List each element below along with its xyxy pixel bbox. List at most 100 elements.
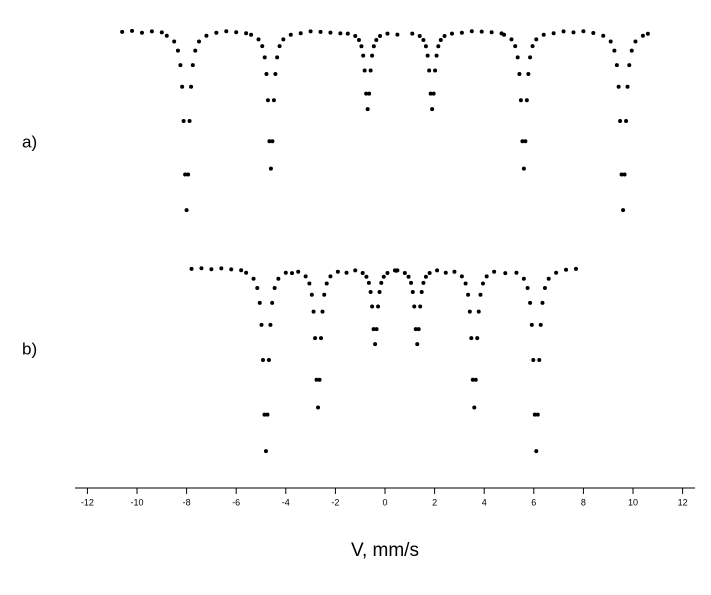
data-point: [571, 30, 576, 35]
data-point: [309, 292, 314, 297]
data-point: [193, 48, 198, 53]
data-point: [406, 274, 411, 279]
data-point: [413, 327, 418, 332]
data-point: [616, 84, 621, 89]
data-point: [381, 274, 386, 279]
data-point: [266, 357, 271, 362]
data-point: [503, 271, 508, 276]
data-point: [492, 269, 497, 274]
data-point: [370, 53, 375, 58]
data-point: [239, 268, 244, 273]
data-point: [368, 290, 373, 295]
data-point: [298, 31, 303, 36]
data-point: [345, 31, 350, 36]
data-point: [479, 29, 484, 34]
data-point: [181, 119, 186, 123]
data-point: [435, 268, 440, 273]
data-point: [290, 271, 294, 276]
data-point: [521, 276, 526, 281]
data-point: [374, 327, 379, 332]
data-point: [480, 281, 485, 286]
data-point: [308, 29, 313, 34]
data-point: [183, 172, 188, 177]
data-point: [410, 31, 415, 36]
data-point: [296, 269, 301, 274]
data-point: [377, 290, 382, 295]
data-point: [178, 63, 183, 68]
data-point: [175, 48, 180, 53]
data-point: [260, 357, 265, 362]
data-point: [467, 309, 472, 314]
data-point: [469, 336, 474, 341]
data-point: [436, 44, 441, 49]
data-point: [197, 39, 201, 44]
data-point: [423, 274, 428, 279]
data-point: [554, 270, 559, 275]
data-point: [430, 107, 435, 112]
data-point: [459, 30, 464, 35]
data-point: [551, 31, 556, 36]
x-axis-label: V, mm/s: [351, 540, 419, 561]
data-point: [509, 37, 514, 42]
data-point: [433, 68, 438, 73]
data-point: [368, 68, 373, 73]
data-point: [513, 44, 518, 49]
data-point: [521, 166, 526, 171]
x-tick-label: -4: [282, 497, 290, 507]
x-tick-label: 6: [531, 497, 536, 507]
data-point: [625, 84, 630, 89]
data-point: [581, 29, 586, 34]
data-point: [139, 30, 144, 35]
data-point: [415, 342, 420, 347]
data-point: [317, 377, 322, 382]
data-point: [534, 37, 539, 42]
data-point: [338, 31, 343, 36]
data-point: [561, 29, 566, 34]
data-point: [268, 166, 273, 171]
panel-label: a): [22, 132, 37, 151]
data-point: [244, 270, 249, 275]
data-point: [438, 37, 443, 42]
data-point: [421, 37, 426, 42]
data-point: [272, 286, 277, 291]
data-point: [186, 172, 191, 177]
data-point: [601, 33, 606, 38]
data-point: [159, 30, 164, 35]
data-point: [362, 68, 367, 73]
data-point: [564, 267, 569, 272]
data-point: [423, 44, 428, 49]
data-point: [402, 270, 407, 275]
data-point: [271, 98, 276, 103]
data-point: [265, 98, 270, 103]
x-tick-label: -8: [183, 497, 191, 507]
data-point: [316, 405, 321, 410]
data-point: [425, 53, 430, 58]
data-point: [229, 267, 234, 272]
data-point: [189, 266, 194, 271]
data-point: [130, 28, 135, 33]
data-point: [529, 322, 534, 327]
data-point: [478, 292, 483, 297]
x-tick-label: 4: [482, 497, 487, 507]
data-point: [476, 309, 481, 314]
data-point: [542, 286, 547, 291]
data-point: [370, 304, 375, 309]
data-point: [514, 270, 519, 275]
data-point: [523, 139, 528, 144]
data-point: [608, 39, 613, 44]
data-point: [518, 98, 523, 103]
data-point: [365, 107, 370, 112]
data-point: [537, 357, 542, 362]
data-point: [540, 300, 545, 305]
x-tick-label: 2: [432, 497, 437, 507]
data-point: [463, 281, 468, 286]
data-point: [184, 208, 189, 213]
data-point: [335, 269, 340, 274]
data-point: [532, 412, 537, 417]
data-point: [418, 304, 423, 309]
data-point: [472, 405, 477, 410]
data-point: [528, 300, 533, 305]
data-point: [412, 304, 417, 309]
data-point: [313, 336, 318, 341]
data-point: [164, 33, 169, 38]
